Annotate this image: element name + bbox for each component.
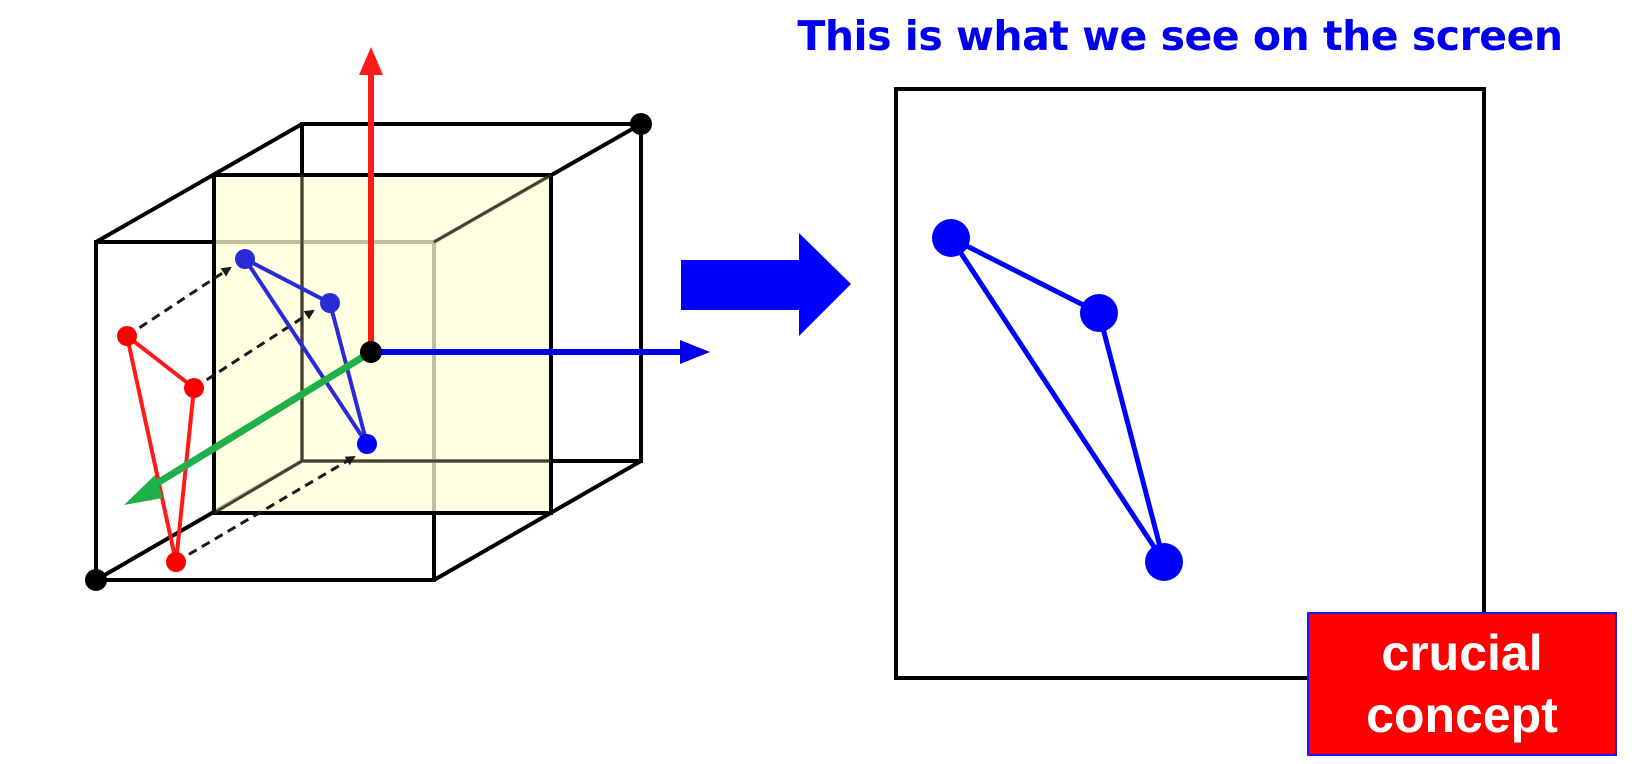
axis-up-arrowhead [359, 47, 383, 75]
badge-line-2: concept [1366, 687, 1558, 743]
vertex-projected [235, 249, 255, 269]
corner-point [630, 113, 652, 135]
vertex-projected [357, 434, 377, 454]
vertex-3d [184, 378, 204, 398]
vertex-screen [932, 219, 970, 257]
vertex-3d [117, 326, 137, 346]
origin-point [360, 341, 382, 363]
axis-depth [144, 349, 373, 493]
vertex-3d [166, 552, 186, 572]
projection-ray [175, 455, 356, 564]
axis-depth-arrowhead [124, 475, 163, 505]
triangle-projected [235, 249, 377, 454]
edge-bottom-right [433, 459, 642, 582]
axes [124, 47, 710, 505]
projection-ray [126, 266, 232, 338]
edge-top-left [95, 122, 303, 244]
badge-line-1: crucial [1381, 625, 1543, 681]
vertex-projected [320, 293, 340, 313]
vertex-screen [1145, 543, 1183, 581]
corner-point [85, 569, 107, 591]
triangle-screen [932, 219, 1183, 581]
projection-rays [126, 266, 356, 564]
right-arrow-icon [681, 233, 851, 336]
screen-title: This is what we see on the screen [797, 12, 1563, 60]
crucial-concept-badge: crucial concept [1307, 612, 1617, 756]
projection-ray [193, 309, 315, 390]
axis-right-arrowhead [680, 340, 710, 364]
projection-plane [212, 173, 553, 515]
vertex-screen [1080, 294, 1118, 332]
screen-frame [894, 87, 1486, 680]
triangle-3d [117, 326, 204, 572]
